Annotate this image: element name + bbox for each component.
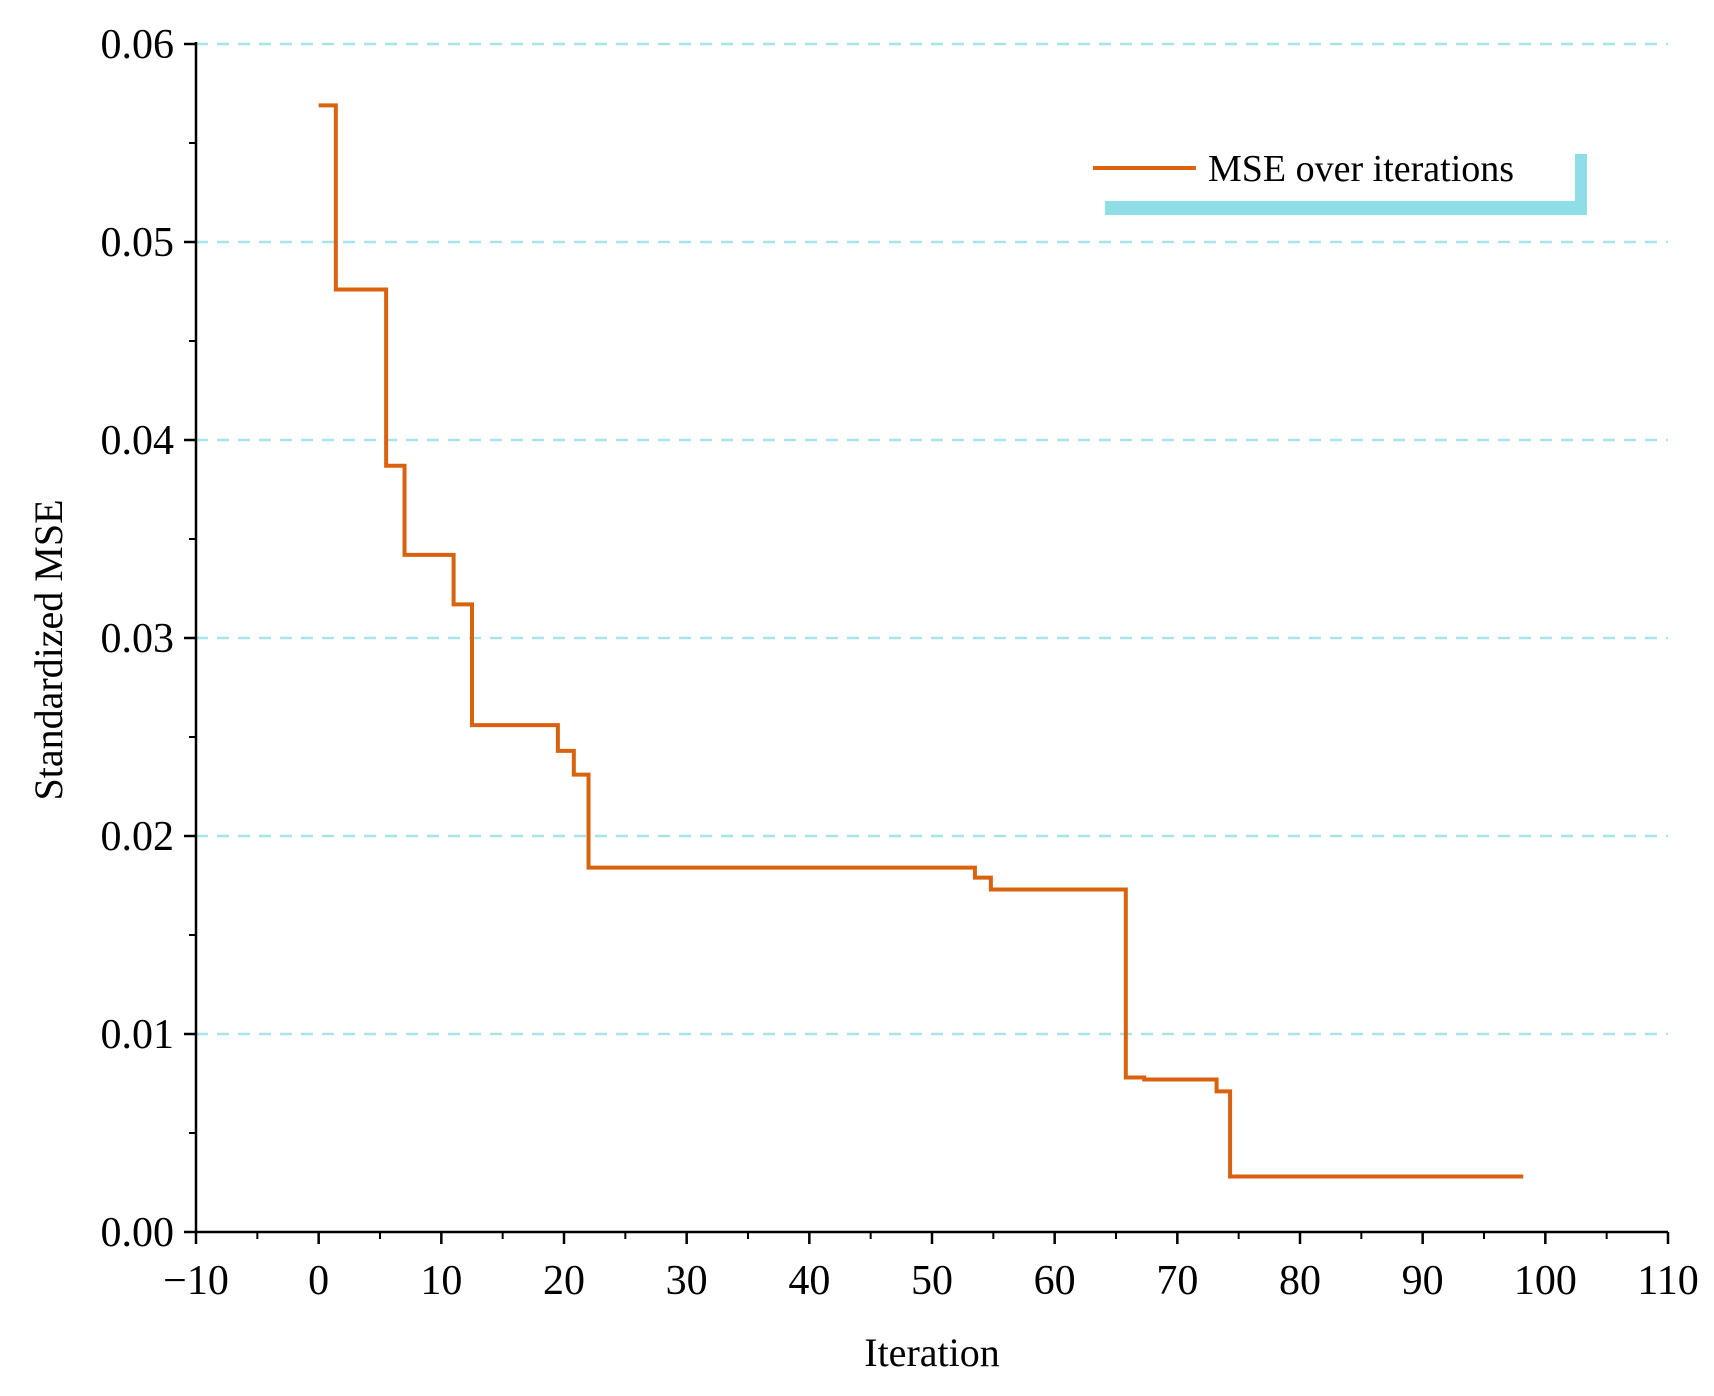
legend: MSE over iterations (1093, 148, 1587, 215)
y-tick-label: 0.06 (101, 22, 175, 68)
x-tick-label: 10 (420, 1258, 462, 1304)
x-tick-label: −10 (163, 1258, 229, 1304)
x-axis-title: Iteration (864, 1330, 1000, 1375)
x-tick-label: 0 (308, 1258, 329, 1304)
x-tick-label: 90 (1402, 1258, 1444, 1304)
y-tick-label: 0.02 (101, 814, 175, 860)
y-tick-label: 0.03 (101, 616, 175, 662)
legend-accent-bar (1105, 201, 1587, 215)
x-tick-label: 20 (543, 1258, 585, 1304)
legend-accent-bar-vertical (1575, 154, 1587, 215)
x-tick-label: 110 (1637, 1258, 1698, 1304)
y-tick-label: 0.04 (101, 418, 175, 464)
x-tick-label: 80 (1279, 1258, 1321, 1304)
x-tick-label: 40 (788, 1258, 830, 1304)
series-line (318, 103, 1524, 1179)
legend-label: MSE over iterations (1208, 148, 1514, 190)
y-tick-label: 0.05 (101, 220, 175, 266)
x-tick-label: 70 (1156, 1258, 1198, 1304)
axes-layer: 0.00 0.01 0.02 0.03 0.04 0.05 0.06 −10 0 10 20 30 40… (101, 22, 1699, 1304)
y-tick-label: 0.01 (101, 1012, 175, 1058)
y-axis-title: Standardized MSE (26, 499, 71, 800)
grid-layer (196, 42, 1668, 1036)
x-tick-label: 100 (1514, 1258, 1577, 1304)
y-tick-label: 0.00 (101, 1210, 175, 1256)
series-layer (318, 103, 1524, 1179)
x-tick-label: 30 (666, 1258, 708, 1304)
x-tick-label: 50 (911, 1258, 953, 1304)
x-tick-label: 60 (1034, 1258, 1076, 1304)
